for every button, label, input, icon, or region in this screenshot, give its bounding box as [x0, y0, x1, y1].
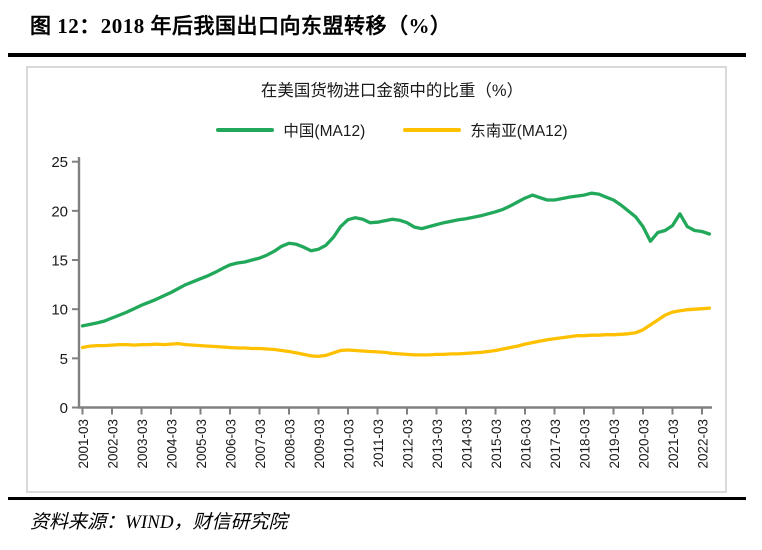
x-tick-label: 2017-03	[548, 419, 563, 469]
chart-legend: 中国(MA12) 东南亚(MA12)	[28, 119, 725, 141]
x-tick-label: 2020-03	[637, 419, 652, 469]
x-tick-label: 2005-03	[194, 419, 209, 469]
x-tick-label: 2012-03	[401, 419, 416, 469]
x-tick-label: 2014-03	[460, 419, 475, 469]
x-tick-label: 2015-03	[489, 419, 504, 469]
series-line-china	[80, 191, 712, 328]
y-tick-label: 25	[51, 154, 68, 171]
x-tick-label: 2009-03	[312, 419, 327, 469]
y-tick-label: 0	[60, 400, 68, 417]
x-tick-label: 2021-03	[666, 419, 681, 469]
series-line-sea	[80, 306, 712, 359]
source-divider	[8, 497, 746, 500]
sea-line-swatch	[403, 128, 462, 132]
chart-panel: 在美国货物进口金额中的比重（%） 中国(MA12) 东南亚(MA12) 0 5 10…	[26, 66, 727, 493]
title-divider	[8, 53, 746, 57]
y-tick-label: 20	[51, 203, 68, 220]
x-tick-label: 2010-03	[342, 419, 357, 469]
legend-label-sea: 东南亚(MA12)	[470, 123, 568, 140]
source-note: 资料来源：WIND，财信研究院	[30, 512, 288, 533]
x-tick-label: 2006-03	[224, 419, 239, 469]
x-tick-label: 2018-03	[578, 419, 593, 469]
x-tick-label: 2003-03	[135, 419, 150, 469]
x-tick-label: 2001-03	[76, 419, 91, 469]
legend-item-sea: 东南亚(MA12)	[403, 119, 568, 141]
chart-title: 在美国货物进口金额中的比重（%）	[260, 82, 524, 100]
line-chart-plot: 0 5 10 15 20 25 2001-03 2002-03 2003-03 2004-03 20…	[51, 154, 712, 469]
china-line-swatch	[216, 128, 275, 132]
x-tick-label: 2002-03	[106, 419, 121, 469]
y-tick-label: 10	[51, 302, 68, 319]
y-tick-label: 15	[51, 253, 68, 270]
x-tick-label: 2007-03	[253, 419, 268, 469]
y-tick-label: 5	[60, 351, 68, 368]
figure-title: 图 12：2018 年后我国出口向东盟转移（%）	[30, 14, 452, 38]
x-tick-label: 2004-03	[165, 419, 180, 469]
x-tick-label: 2019-03	[607, 419, 622, 469]
x-tick-label: 2008-03	[283, 419, 298, 469]
legend-item-china: 中国(MA12)	[216, 119, 365, 141]
x-tick-label: 2011-03	[371, 419, 386, 468]
x-tick-label: 2022-03	[696, 419, 711, 469]
x-tick-label: 2016-03	[519, 419, 534, 469]
legend-label-china: 中国(MA12)	[283, 123, 366, 140]
x-tick-label: 2013-03	[430, 419, 445, 469]
